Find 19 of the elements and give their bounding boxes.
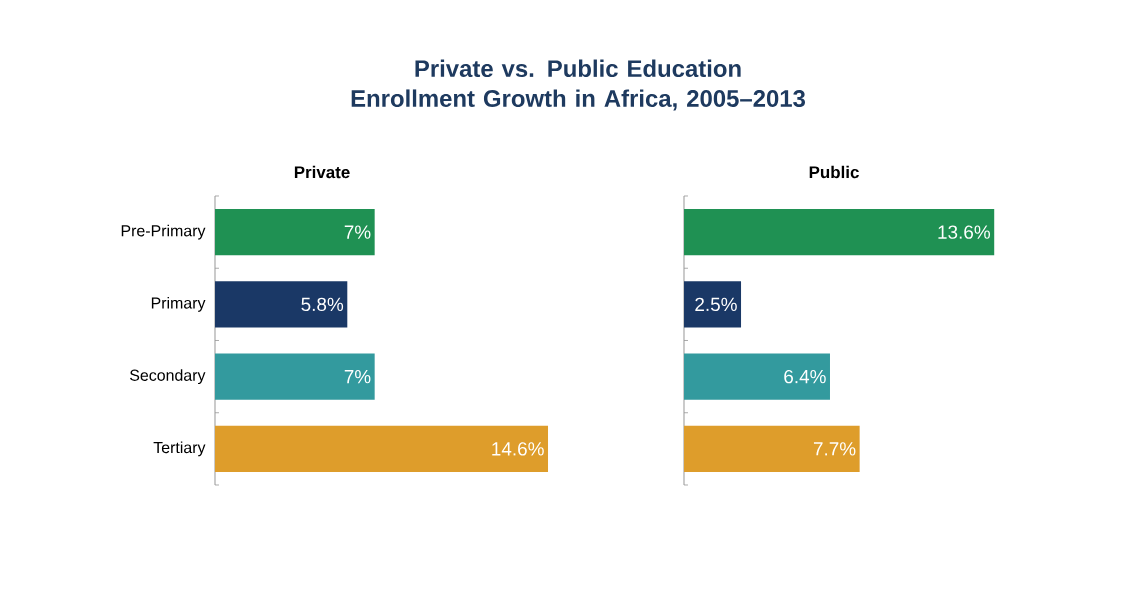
data-label: 2.5% [695,297,737,312]
data-label: 7% [344,370,371,384]
data-label: 7.7% [813,442,856,456]
y-tick-label: Tertiary [153,441,206,457]
data-label: 6.4% [784,369,826,384]
data-label: 5.8% [301,297,344,312]
y-tick-label: Secondary [130,369,206,385]
bar [684,208,995,256]
y-tick-label: Pre-Primary [121,224,206,240]
chart-title: Private vs. Public Education Enrollment Growth in Africa, 2005–2013 [351,59,806,111]
chart-subtitle: Public [809,165,859,179]
data-label: 7% [344,225,371,239]
bar [684,353,830,400]
data-label: 13.6% [938,225,991,239]
bar [684,281,742,328]
bar [684,425,860,472]
y-tick-label: Primary [151,296,206,312]
data-label: 14.6% [492,442,544,456]
chart-subtitle: Private [294,165,350,179]
